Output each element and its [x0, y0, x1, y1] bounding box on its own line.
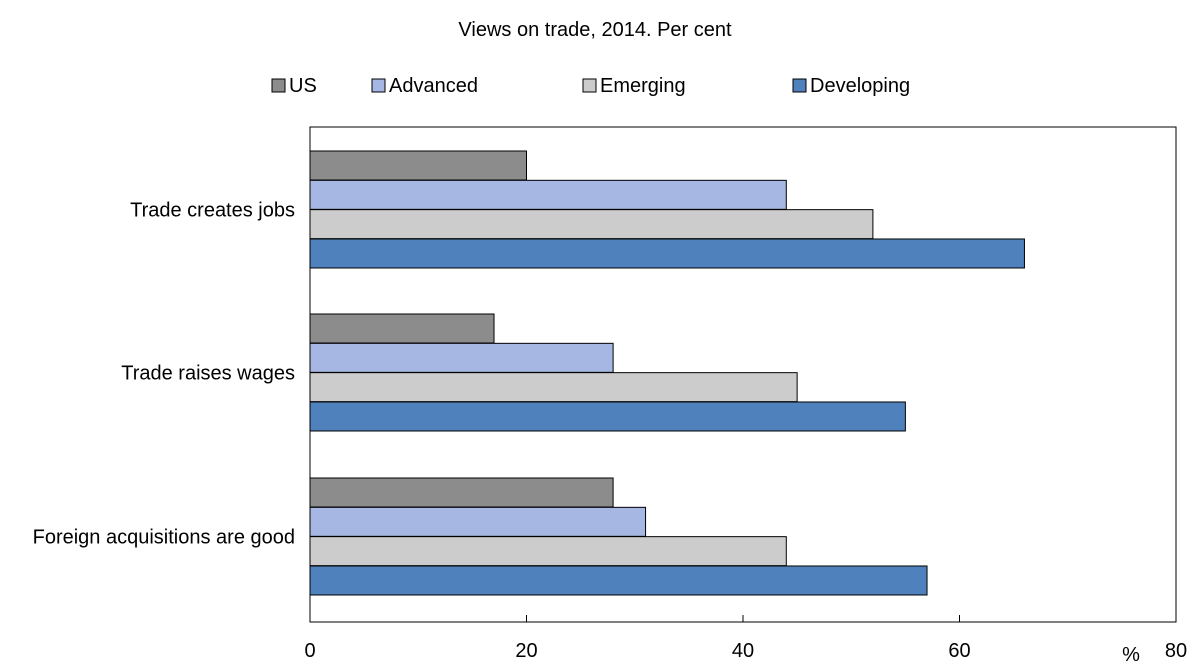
- bar-advanced-trade-creates-jobs: [309, 179, 787, 210]
- legend-label-developing: Developing: [810, 75, 910, 97]
- legend-label-us: US: [289, 75, 317, 97]
- bar-emerging-foreign-acquisitions-are-good: [309, 536, 787, 567]
- x-tick-label: 20: [515, 640, 537, 662]
- legend: US Advanced Emerging Developing: [271, 75, 910, 97]
- legend-swatch-advanced: [371, 78, 386, 93]
- bar-developing-trade-raises-wages: [309, 401, 906, 432]
- bar-developing-foreign-acquisitions-are-good: [309, 565, 928, 596]
- bar-developing-trade-creates-jobs: [309, 238, 1025, 269]
- category-labels: Trade creates jobs Trade raises wages Fore…: [33, 200, 295, 549]
- x-tick-label: 0: [304, 640, 315, 662]
- x-tick-label: 40: [732, 640, 754, 662]
- bar-emerging-trade-creates-jobs: [309, 209, 874, 240]
- legend-swatch-developing: [792, 78, 807, 93]
- bar-advanced-foreign-acquisitions-are-good: [309, 506, 647, 537]
- legend-label-advanced: Advanced: [389, 75, 478, 97]
- bar-emerging-trade-raises-wages: [309, 372, 798, 403]
- category-label: Trade raises wages: [121, 363, 295, 385]
- chart-title: Views on trade, 2014. Per cent: [458, 19, 732, 41]
- x-axis-unit: %: [1122, 644, 1140, 664]
- x-tick-label: 60: [948, 640, 970, 662]
- legend-label-emerging: Emerging: [600, 75, 686, 97]
- bar-advanced-trade-raises-wages: [309, 342, 614, 373]
- x-axis: 0 20 40 60 80: [304, 615, 1187, 662]
- legend-swatch-us: [271, 78, 286, 93]
- bar-us-trade-creates-jobs: [309, 150, 527, 181]
- category-label: Foreign acquisitions are good: [33, 527, 295, 549]
- bar-us-trade-raises-wages: [309, 313, 495, 344]
- category-label: Trade creates jobs: [130, 200, 295, 222]
- bars: [309, 150, 1025, 596]
- bar-us-foreign-acquisitions-are-good: [309, 477, 614, 508]
- legend-swatch-emerging: [582, 78, 597, 93]
- x-tick-label: 80: [1165, 640, 1187, 662]
